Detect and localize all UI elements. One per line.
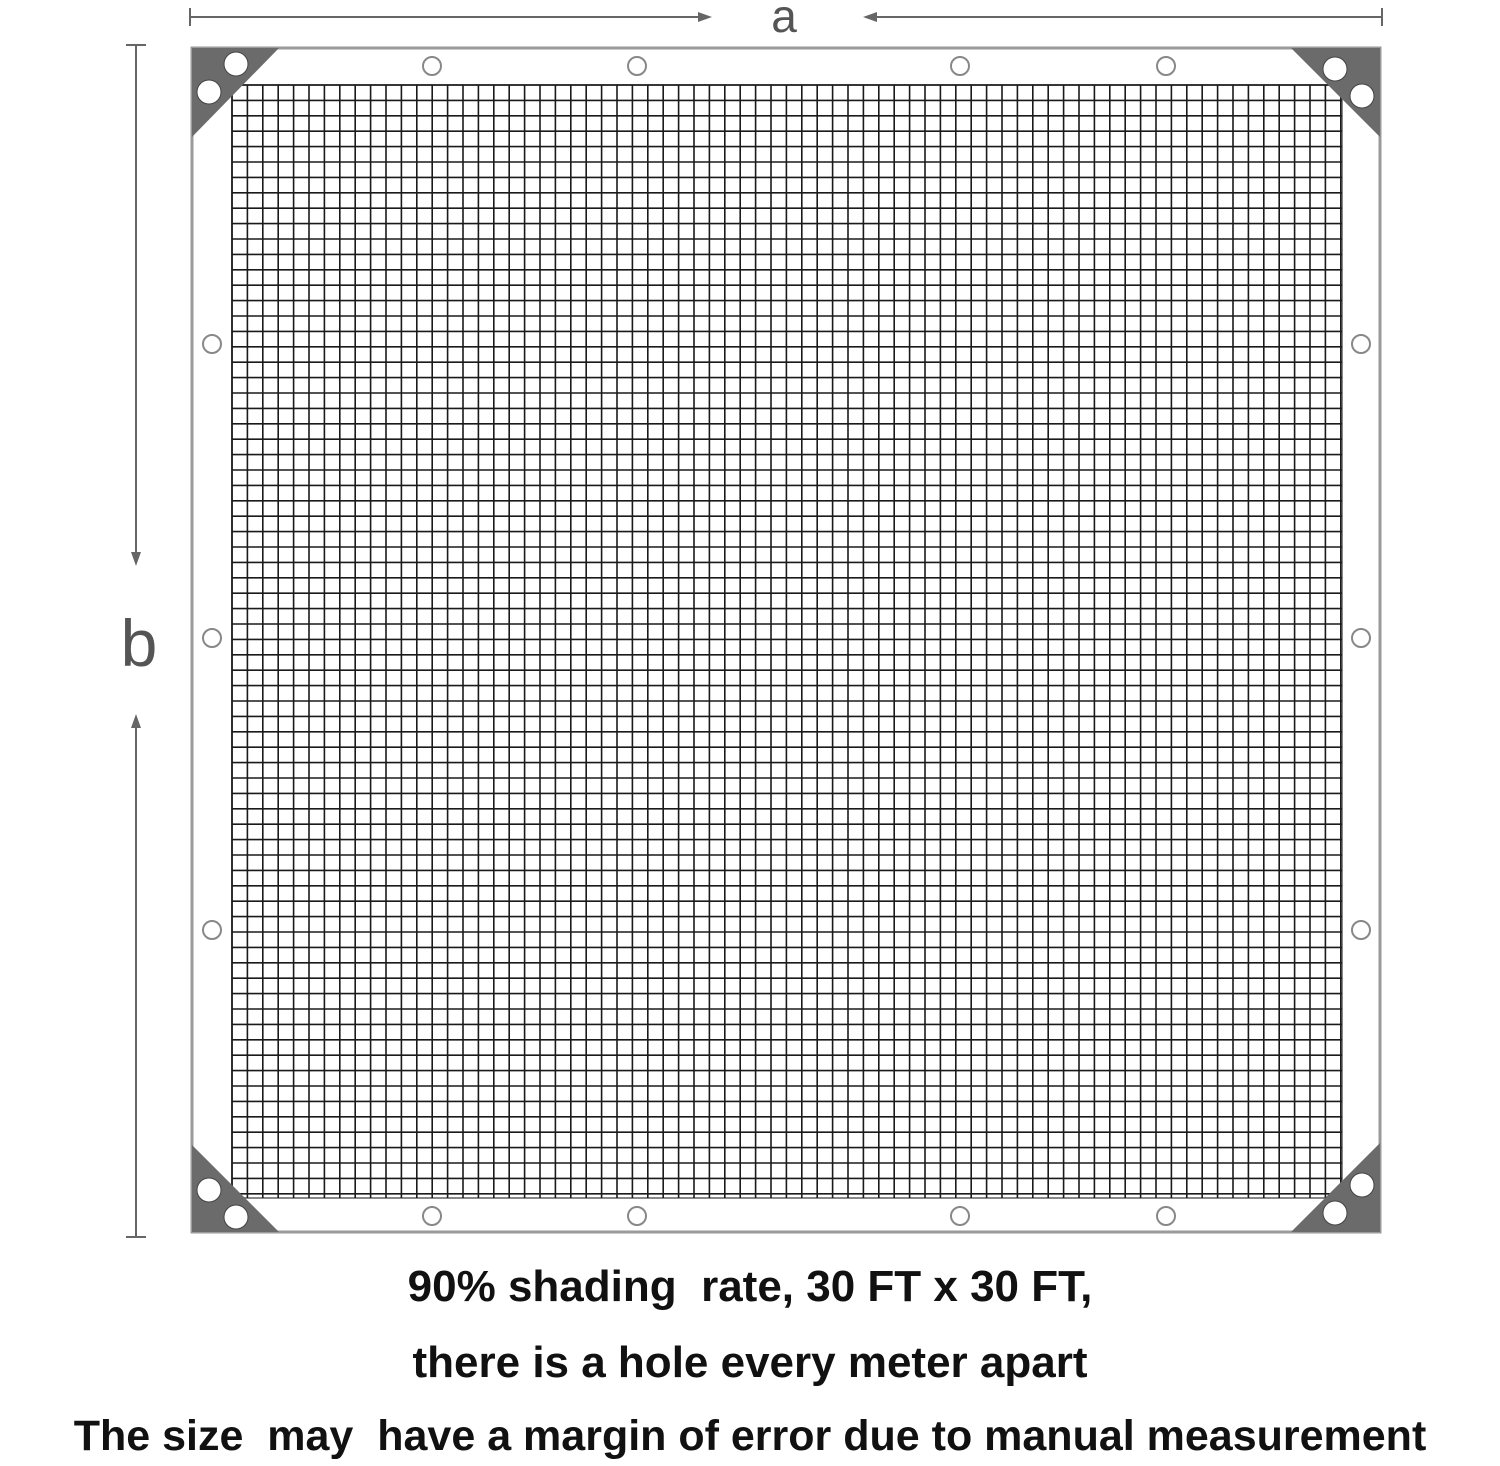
- grommet-hole: [627, 1206, 647, 1226]
- corner-grommet-hole: [223, 51, 249, 77]
- corner-patch: [1291, 1143, 1380, 1232]
- corner-patch: [192, 48, 279, 137]
- corner-grommet-hole: [196, 79, 222, 105]
- grommet-hole: [202, 920, 222, 940]
- mesh-grid: [231, 84, 1342, 1198]
- grommet-hole: [1156, 56, 1176, 76]
- grommet-hole: [202, 334, 222, 354]
- grommet-hole: [422, 56, 442, 76]
- grommet-hole: [627, 56, 647, 76]
- caption-measurement-note: The size may have a margin of error due …: [73, 1412, 1427, 1460]
- grommet-hole: [1351, 920, 1371, 940]
- caption-shading-size: 90% shading rate, 30 FT x 30 FT,: [407, 1262, 1093, 1311]
- grommet-hole: [950, 1206, 970, 1226]
- grommet-hole: [950, 56, 970, 76]
- corner-reinforcements: [192, 48, 1380, 1232]
- shade-net-diagram: a b: [121, 0, 1383, 1238]
- height-label: b: [121, 606, 158, 680]
- corner-patch: [192, 1145, 279, 1232]
- corner-grommet-hole: [1349, 1172, 1375, 1198]
- width-label: a: [771, 0, 797, 42]
- caption-hole-spacing: there is a hole every meter apart: [412, 1338, 1088, 1387]
- grommets: [202, 56, 1371, 1226]
- grommet-hole: [1351, 628, 1371, 648]
- corner-grommet-hole: [1322, 56, 1348, 82]
- corner-patch: [1291, 48, 1380, 137]
- grommet-hole: [422, 1206, 442, 1226]
- width-dimension-arrow: [189, 8, 1383, 26]
- height-dimension-arrow: [126, 44, 146, 1238]
- corner-grommet-hole: [1349, 83, 1375, 109]
- grommet-hole: [1351, 334, 1371, 354]
- corner-grommet-hole: [223, 1204, 249, 1230]
- grommet-hole: [1156, 1206, 1176, 1226]
- corner-grommet-hole: [1322, 1200, 1348, 1226]
- corner-grommet-hole: [196, 1177, 222, 1203]
- grommet-hole: [202, 628, 222, 648]
